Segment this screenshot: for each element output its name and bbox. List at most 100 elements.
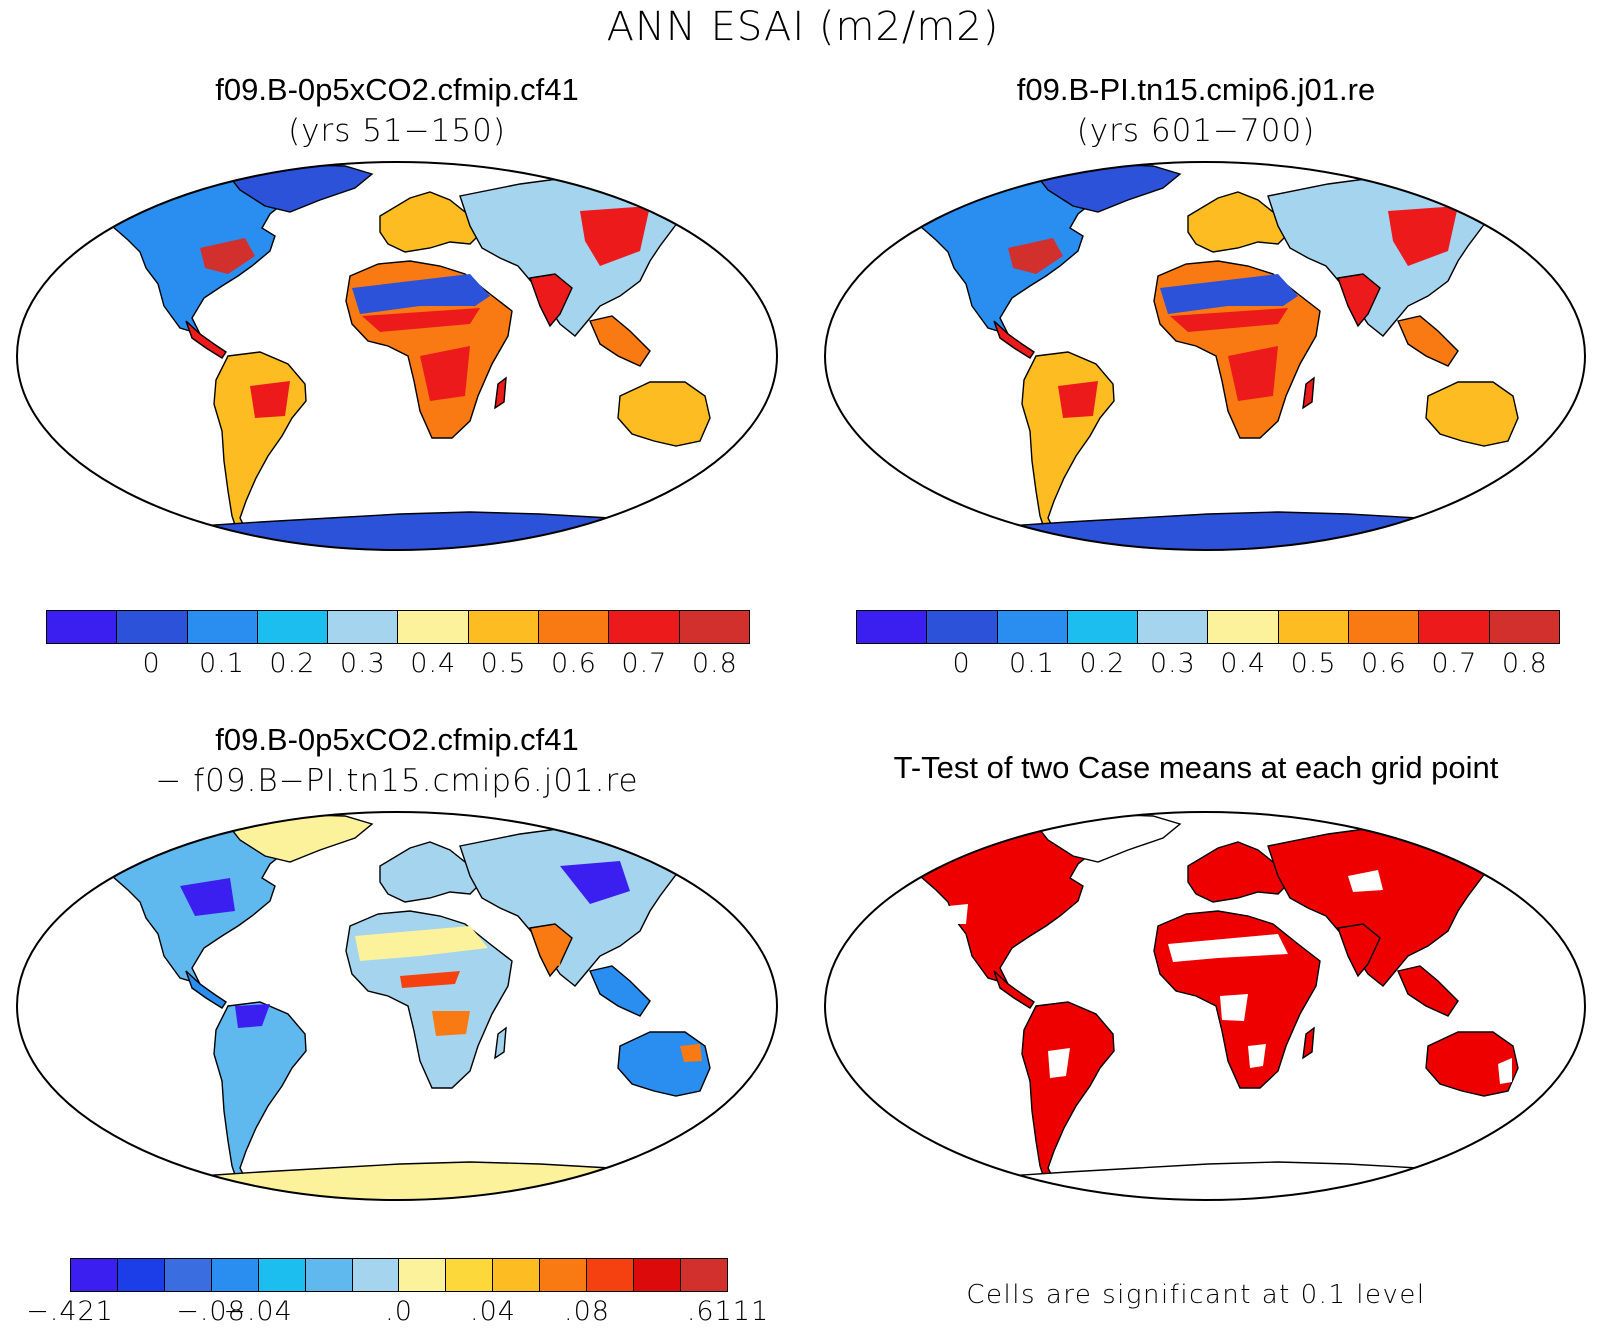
forest-region: [580, 206, 650, 266]
colorbar-swatch: [539, 611, 610, 643]
continent-madagascar: [1302, 376, 1315, 410]
colorbar-swatch: [1278, 611, 1350, 643]
colorbar-swatch: [1349, 611, 1420, 643]
significance-note: Cells are significant at 0.1 level: [966, 1280, 1426, 1310]
continent-europe: [379, 841, 481, 903]
colorbar-tick-label: 0.4: [1220, 648, 1267, 679]
increase-region: [400, 971, 460, 988]
panel3-map: [16, 811, 778, 1201]
continent-nz: [731, 438, 746, 463]
colorbar-swatch: [446, 1259, 494, 1291]
panel3-subtitle: − f09.B−PI.tn15.cmip6.j01.re: [155, 763, 639, 799]
colorbar-swatch: [857, 611, 928, 643]
map-boundary: [16, 161, 778, 551]
colorbar-tick-label: 0: [952, 648, 971, 679]
nonsignificant-region: [1168, 934, 1288, 962]
continent-australia: [1425, 381, 1519, 447]
colorbar-swatch: [1138, 611, 1209, 643]
desert-region: [355, 926, 488, 961]
continent-india: [1337, 923, 1381, 978]
decrease-region: [180, 878, 235, 916]
colorbar-swatch: [258, 1259, 306, 1291]
continent-madagascar: [494, 376, 507, 410]
panel1-map: [16, 161, 778, 551]
nonsignificant-region: [1048, 1048, 1070, 1078]
colorbar-tick-label: .08: [564, 1296, 610, 1327]
colorbar-tick-label: 0.7: [1431, 648, 1478, 679]
colorbar-swatch: [493, 1259, 541, 1291]
colorbar-tick-label: 0.6: [551, 648, 597, 679]
panel4-map: [824, 811, 1586, 1201]
nonsignificant-region: [1220, 994, 1248, 1021]
increase-region: [545, 944, 562, 966]
colorbar-tick-label: 0.8: [1501, 648, 1548, 679]
nonsignificant-region: [1348, 870, 1383, 892]
colorbar-swatch: [398, 611, 469, 643]
panel2-title: f09.B-PI.tn15.cmip6.j01.re: [1016, 72, 1376, 107]
colorbar-swatch: [679, 611, 749, 643]
tropical-band: [1170, 308, 1288, 332]
decrease-region: [560, 861, 630, 904]
colorbar-swatch: [187, 611, 258, 643]
nonsignificant-region: [948, 904, 968, 924]
panel1-subtitle: (yrs 51−150): [288, 113, 506, 149]
tropical-band: [362, 308, 480, 332]
colorbar-swatch: [1067, 611, 1139, 643]
colorbar-tick-label: 0.2: [1079, 648, 1126, 679]
colorbar-swatch: [1419, 611, 1490, 643]
colorbar-tick-label: 0.3: [1149, 648, 1196, 679]
continent-southAmerica: [1021, 1001, 1115, 1185]
map-boundary: [824, 161, 1586, 551]
colorbar-tick-label: 0: [142, 648, 161, 679]
continent-southAmerica: [213, 351, 307, 535]
increase-region: [432, 1011, 470, 1036]
colorbar-tick-label: −.08: [176, 1296, 246, 1327]
colorbar-tick-label: 0.7: [621, 648, 668, 679]
continent-nz: [1539, 1088, 1554, 1113]
colorbar-tick-label: .6111: [686, 1296, 770, 1327]
colorbar-swatch: [634, 1259, 681, 1291]
continent-europe: [1187, 841, 1289, 903]
continent-australia: [617, 381, 711, 447]
colorbar-swatch: [211, 1259, 259, 1291]
colorbar-swatch: [1489, 611, 1559, 643]
continent-centralAm: [185, 320, 227, 359]
colorbar-tick-label: .0: [385, 1296, 413, 1327]
colorbar-swatch: [117, 1259, 165, 1291]
panel3-colorbar: −.421 −.08 −.04 .0 .04 .08 .6111: [26, 1258, 768, 1328]
continent-centralAm: [993, 320, 1035, 359]
map-boundary: [16, 811, 778, 1201]
colorbar-swatch: [399, 1259, 447, 1291]
panel2-map: [824, 161, 1586, 551]
colorbar-swatch: [328, 611, 399, 643]
colorbar-tick-label: 0.3: [339, 648, 386, 679]
colorbar-tick-label: 0.1: [199, 648, 245, 679]
continent-seAsia: [589, 315, 651, 367]
desert-region: [1160, 274, 1298, 314]
colorbar-swatch: [164, 1259, 212, 1291]
colorbar-tick-label: 0.5: [480, 648, 527, 679]
colorbar-tick-label: 0.8: [691, 648, 738, 679]
figure-title: ANN ESAI (m2/m2): [606, 4, 1000, 50]
colorbar-swatch: [305, 1259, 353, 1291]
forest-region: [1228, 346, 1278, 401]
desert-region: [352, 274, 490, 314]
colorbar-swatch: [47, 611, 118, 643]
colorbar-tick-label: −.04: [223, 1296, 293, 1327]
panel2-subtitle: (yrs 601−700): [1076, 113, 1316, 149]
forest-region: [1008, 238, 1063, 274]
continent-australia: [617, 1031, 711, 1097]
forest-region: [420, 346, 470, 401]
nonsignificant-region: [1498, 1058, 1512, 1084]
continent-madagascar: [1302, 1026, 1315, 1060]
map-boundary: [824, 811, 1586, 1201]
continent-australia: [1425, 1031, 1519, 1097]
colorbar-swatch: [587, 1259, 635, 1291]
continent-madagascar: [494, 1026, 507, 1060]
colorbar-tick-label: 0.6: [1361, 648, 1407, 679]
nonsignificant-region: [1248, 1044, 1266, 1068]
continent-india: [1337, 273, 1381, 328]
colorbar-tick-label: 0.2: [269, 648, 316, 679]
colorbar-swatch: [997, 611, 1068, 643]
panel1-title: f09.B-0p5xCO2.cfmip.cf41: [215, 72, 579, 107]
